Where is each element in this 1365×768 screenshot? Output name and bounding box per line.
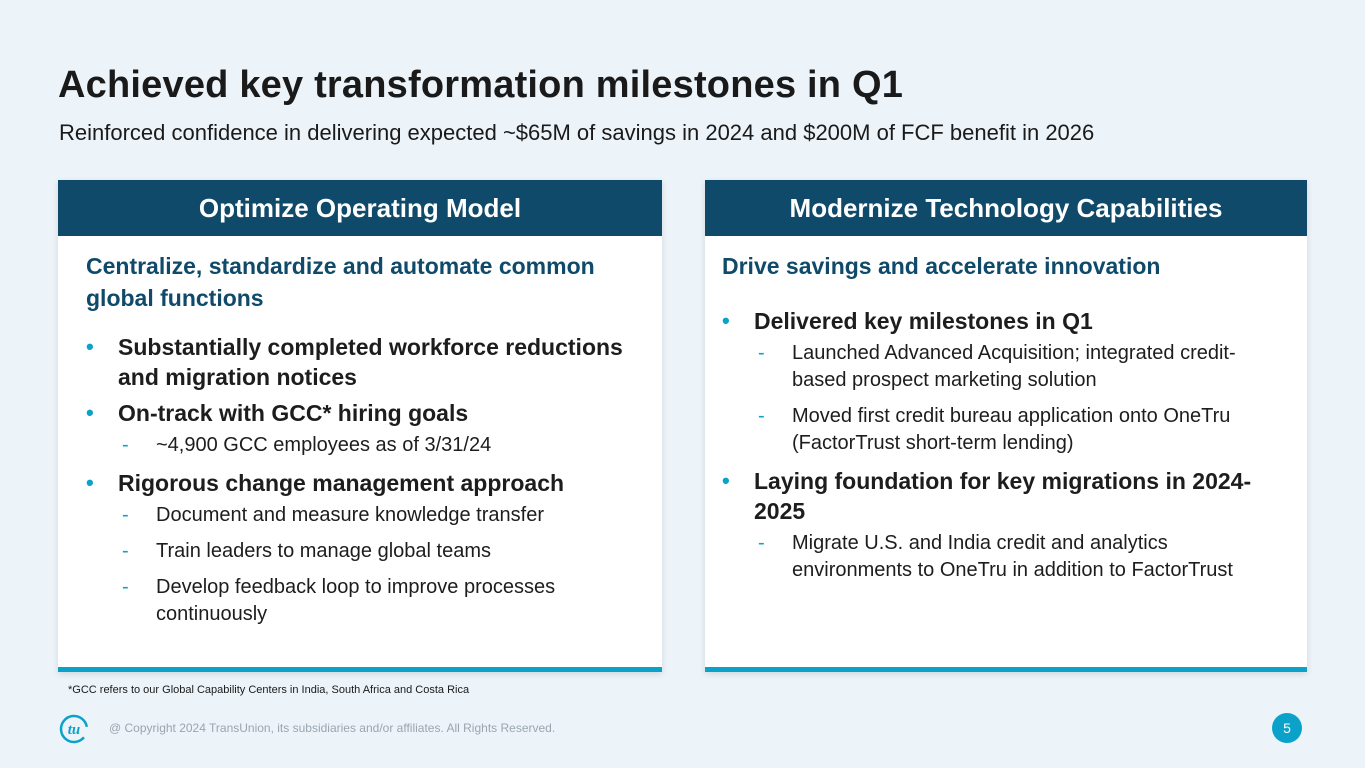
bullet-list: Substantially completed workforce reduct…: [86, 332, 634, 628]
bullet-item: Delivered key milestones in Q1 Launched …: [722, 306, 1279, 457]
page-subtitle: Reinforced confidence in delivering expe…: [59, 120, 1095, 145]
sub-item: Launched Advanced Acquisition; integrate…: [754, 340, 1279, 394]
sub-list: ~4,900 GCC employees as of 3/31/24: [118, 432, 634, 459]
card-body: Centralize, standardize and automate com…: [58, 236, 662, 628]
copyright-text: @ Copyright 2024 TransUnion, its subsidi…: [109, 721, 556, 735]
card-body: Drive savings and accelerate innovation …: [705, 236, 1307, 584]
bullet-text: Laying foundation for key migrations in …: [754, 468, 1252, 524]
bullet-item: Rigorous change management approach Docu…: [86, 468, 634, 628]
bullet-text: Rigorous change management approach: [118, 470, 565, 496]
page-title: Achieved key transformation milestones i…: [58, 64, 904, 106]
bullet-item: Substantially completed workforce reduct…: [86, 332, 634, 392]
svg-text:tu: tu: [68, 722, 81, 738]
card-header: Modernize Technology Capabilities: [705, 180, 1307, 236]
card-lead: Drive savings and accelerate innovation: [722, 253, 1161, 279]
sub-item: Document and measure knowledge transfer: [118, 502, 634, 529]
sub-item: Moved first credit bureau application on…: [754, 403, 1279, 457]
bullet-text: Substantially completed workforce reduct…: [118, 334, 623, 390]
bullet-item: Laying foundation for key migrations in …: [722, 466, 1279, 584]
sub-item: Develop feedback loop to improve process…: [118, 574, 634, 628]
footnote: *GCC refers to our Global Capability Cen…: [68, 684, 470, 696]
card-header: Optimize Operating Model: [58, 180, 662, 236]
bullet-text: Delivered key milestones in Q1: [754, 308, 1093, 334]
sub-list: Migrate U.S. and India credit and analyt…: [754, 530, 1279, 584]
sub-item: Migrate U.S. and India credit and analyt…: [754, 530, 1279, 584]
sub-item: ~4,900 GCC employees as of 3/31/24: [118, 432, 634, 459]
optimize-operating-model-card: Optimize Operating Model Centralize, sta…: [58, 180, 662, 672]
transunion-logo-icon: tu: [59, 714, 89, 744]
bullet-text: On-track with GCC* hiring goals: [118, 400, 469, 426]
modernize-technology-card: Modernize Technology Capabilities Drive …: [705, 180, 1307, 672]
sub-item: Train leaders to manage global teams: [118, 538, 634, 565]
card-lead: Centralize, standardize and automate com…: [86, 253, 595, 311]
page-number: 5: [1272, 713, 1302, 743]
sub-list: Document and measure knowledge transfer …: [118, 502, 634, 628]
bullet-item: On-track with GCC* hiring goals ~4,900 G…: [86, 398, 634, 459]
bullet-list: Delivered key milestones in Q1 Launched …: [722, 306, 1279, 584]
sub-list: Launched Advanced Acquisition; integrate…: [754, 340, 1279, 457]
